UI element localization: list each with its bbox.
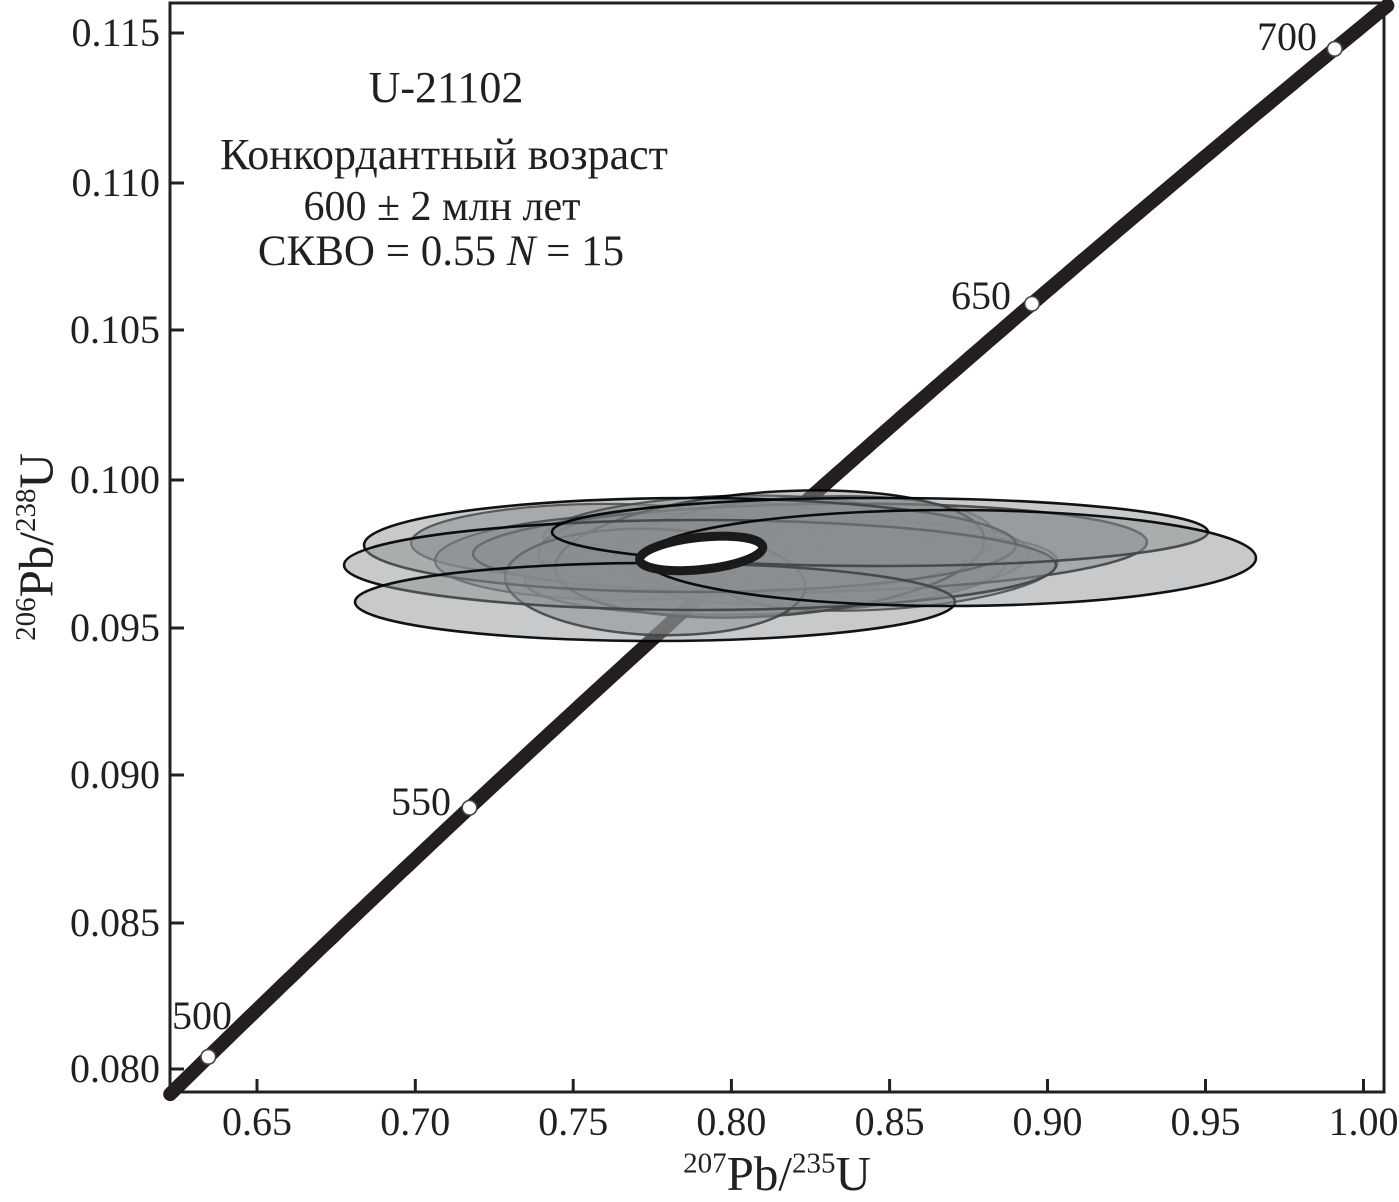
- svg-text:0.70: 0.70: [380, 1099, 450, 1144]
- svg-text:0.100: 0.100: [70, 457, 160, 502]
- svg-text:0.105: 0.105: [70, 307, 160, 352]
- svg-text:0.95: 0.95: [1171, 1099, 1241, 1144]
- svg-text:0.085: 0.085: [70, 900, 160, 945]
- svg-text:0.90: 0.90: [1013, 1099, 1083, 1144]
- svg-text:0.110: 0.110: [71, 160, 160, 205]
- svg-text:500: 500: [172, 993, 232, 1038]
- svg-text:0.090: 0.090: [70, 752, 160, 797]
- svg-text:0.080: 0.080: [70, 1046, 160, 1091]
- svg-text:0.85: 0.85: [855, 1099, 925, 1144]
- svg-text:700: 700: [1257, 14, 1317, 59]
- svg-text:206Pb/238U: 206Pb/238U: [9, 453, 64, 641]
- svg-text:600 ± 2 млн лет: 600 ± 2 млн лет: [303, 184, 580, 230]
- svg-text:650: 650: [951, 273, 1011, 318]
- svg-text:0.80: 0.80: [696, 1099, 766, 1144]
- svg-text:207Pb/235U: 207Pb/235U: [683, 1146, 871, 1201]
- svg-text:СКВО = 0.55 N = 15: СКВО = 0.55 N = 15: [258, 228, 624, 275]
- svg-text:Конкордантный возраст: Конкордантный возраст: [220, 130, 668, 179]
- svg-text:0.65: 0.65: [222, 1099, 292, 1144]
- svg-text:U-21102: U-21102: [369, 63, 524, 112]
- svg-text:0.095: 0.095: [70, 605, 160, 650]
- svg-text:0.75: 0.75: [538, 1099, 608, 1144]
- svg-text:0.115: 0.115: [71, 10, 160, 55]
- svg-text:1.00: 1.00: [1329, 1099, 1399, 1144]
- svg-text:550: 550: [391, 779, 451, 824]
